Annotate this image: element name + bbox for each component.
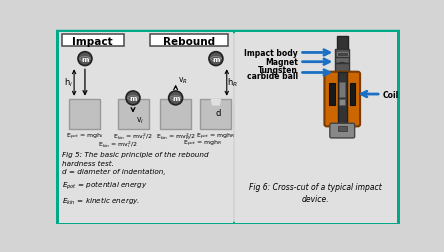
Bar bbox=[69, 99, 100, 130]
Text: E$_{kin}$ = mv$_R^2$/2: E$_{kin}$ = mv$_R^2$/2 bbox=[155, 131, 196, 141]
Circle shape bbox=[78, 52, 92, 66]
Bar bbox=[59, 33, 233, 223]
Text: Impact: Impact bbox=[72, 37, 113, 47]
Text: Coil: Coil bbox=[383, 90, 399, 99]
Text: Fig 5: The basic principle of the rebound
hardness test.
d = diameter of indenta: Fig 5: The basic principle of the reboun… bbox=[62, 151, 208, 206]
Text: E$_{pot}$ = mgh$_i$: E$_{pot}$ = mgh$_i$ bbox=[66, 131, 104, 141]
Text: Rebound: Rebound bbox=[163, 37, 215, 47]
Text: v$_R$: v$_R$ bbox=[178, 76, 188, 86]
Bar bbox=[335, 58, 349, 64]
Text: Magnet: Magnet bbox=[265, 58, 298, 67]
Bar bbox=[335, 64, 349, 73]
FancyBboxPatch shape bbox=[62, 35, 124, 47]
Bar bbox=[118, 99, 148, 130]
Text: m: m bbox=[172, 96, 179, 102]
FancyBboxPatch shape bbox=[150, 35, 227, 47]
Circle shape bbox=[337, 63, 348, 74]
Text: Tungsten: Tungsten bbox=[258, 66, 298, 75]
Text: m: m bbox=[81, 56, 89, 62]
Bar bbox=[160, 99, 191, 130]
Text: v$_i$: v$_i$ bbox=[136, 115, 144, 125]
Bar bbox=[329, 84, 334, 105]
Bar bbox=[337, 127, 347, 132]
Bar bbox=[335, 50, 349, 58]
Circle shape bbox=[169, 91, 182, 105]
Text: Impact body: Impact body bbox=[244, 49, 298, 58]
Text: E$_{pot}$ = mgh$_R$: E$_{pot}$ = mgh$_R$ bbox=[183, 139, 222, 149]
Bar bbox=[337, 36, 348, 50]
Bar bbox=[235, 33, 397, 223]
Text: E$_{kin}$ = mv$_i^2$/2: E$_{kin}$ = mv$_i^2$/2 bbox=[113, 131, 153, 141]
Bar bbox=[339, 99, 345, 105]
Text: E$_{pot}$ = mgh$_R$: E$_{pot}$ = mgh$_R$ bbox=[196, 131, 235, 141]
Polygon shape bbox=[210, 99, 222, 106]
Bar bbox=[337, 53, 348, 56]
Text: m: m bbox=[129, 96, 137, 102]
Text: h$_i$: h$_i$ bbox=[64, 76, 73, 89]
Text: d: d bbox=[216, 109, 221, 117]
FancyBboxPatch shape bbox=[330, 124, 355, 138]
FancyBboxPatch shape bbox=[325, 72, 360, 127]
Circle shape bbox=[209, 52, 223, 66]
Text: m: m bbox=[212, 56, 220, 62]
Text: Fig 6: Cross-cut of a typical impact
device.: Fig 6: Cross-cut of a typical impact dev… bbox=[249, 182, 381, 203]
Bar bbox=[339, 82, 345, 98]
Bar bbox=[200, 99, 231, 130]
Text: h$_R$: h$_R$ bbox=[227, 76, 238, 89]
Bar bbox=[337, 73, 347, 127]
Text: carbide ball: carbide ball bbox=[247, 72, 298, 81]
Bar bbox=[350, 84, 356, 105]
Text: E$_{kin}$ = mv$_i^2$/2: E$_{kin}$ = mv$_i^2$/2 bbox=[98, 138, 138, 149]
Circle shape bbox=[126, 91, 140, 105]
